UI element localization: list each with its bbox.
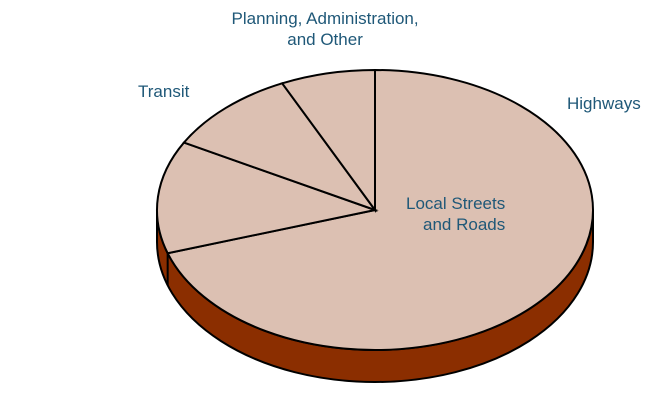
pie-slice-4 (280, 68, 376, 214)
pie-label-2: Local Streets and Roads (406, 193, 505, 235)
pie-label-3-line-1: Transit (138, 82, 190, 101)
pie-label-4: Planning, Administration, and Other (232, 8, 419, 50)
pie-slice-3 (182, 82, 378, 213)
pie-slice-2 (156, 141, 379, 255)
pie-label-1: Highways (567, 93, 641, 114)
pie-slice-1 (166, 68, 594, 351)
pie-label-3: Transit (138, 81, 189, 102)
pie-label-2-line-1: Local Streets (406, 194, 506, 213)
pie-label-4-line-2: and Other (287, 30, 363, 49)
pie-label-4-line-1: Planning, Administration, (231, 9, 419, 28)
pie-label-2-line-2: and Roads (423, 215, 506, 234)
pie-label-1-line-1: Highways (567, 94, 641, 113)
